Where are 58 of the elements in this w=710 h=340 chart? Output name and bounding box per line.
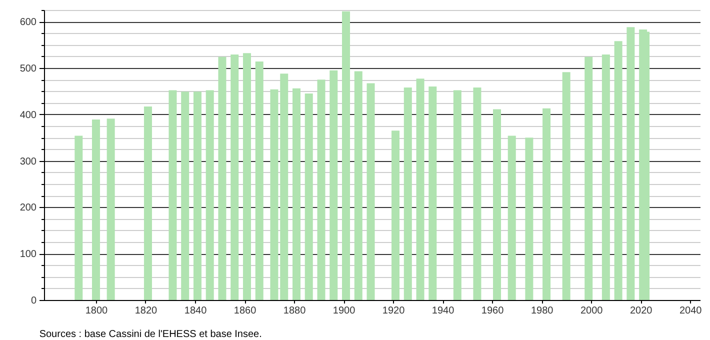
bar — [106, 118, 115, 300]
bar — [602, 54, 610, 300]
x-tick-label: 1920 — [382, 306, 406, 316]
bar — [230, 54, 239, 300]
y-tick-label: 400 — [20, 110, 37, 121]
y-tick-label: 300 — [20, 156, 37, 168]
bar — [366, 83, 375, 300]
x-tick-label: 1820 — [134, 306, 158, 316]
bar — [206, 90, 214, 300]
bar — [255, 62, 264, 300]
bar — [508, 136, 516, 300]
x-tick-label: 2000 — [580, 306, 604, 316]
x-tick-label: 2040 — [679, 306, 702, 316]
bar — [542, 108, 551, 300]
bar — [342, 11, 350, 300]
y-tick-label: 100 — [20, 249, 37, 260]
bar — [584, 56, 593, 300]
x-tick-label: 1940 — [432, 306, 455, 316]
bar — [304, 94, 313, 300]
y-tick-label: 0 — [30, 296, 37, 306]
bar — [416, 78, 424, 300]
bar — [292, 88, 300, 300]
y-tick-label: 600 — [20, 17, 37, 28]
bar — [626, 27, 635, 300]
bar — [218, 56, 226, 300]
bar — [562, 72, 570, 300]
x-tick-label: 1880 — [283, 306, 306, 316]
x-tick-label: 1800 — [85, 306, 108, 316]
bar — [242, 53, 251, 300]
bar — [473, 87, 482, 300]
bar — [392, 130, 400, 300]
bar — [330, 70, 338, 300]
x-tick-label: 1960 — [481, 306, 504, 316]
bar — [428, 86, 437, 300]
bar — [181, 92, 190, 300]
bar — [639, 29, 648, 300]
x-tick-label: 1900 — [332, 306, 356, 316]
bar — [354, 71, 362, 300]
bar — [74, 136, 83, 300]
bar — [92, 120, 100, 300]
bar — [144, 106, 152, 300]
bar — [317, 80, 326, 300]
source-note: Sources : base Cassini de l'EHESS et base Insee. — [39, 329, 262, 340]
bar — [525, 138, 534, 300]
bar — [493, 109, 502, 300]
bar — [270, 89, 278, 300]
bar — [614, 41, 622, 300]
bar — [453, 90, 462, 300]
x-tick-label: 1840 — [184, 306, 208, 316]
x-tick-label: 1860 — [234, 306, 257, 316]
x-tick-label: 1980 — [530, 306, 554, 316]
bar — [168, 90, 177, 300]
y-tick-label: 500 — [20, 64, 37, 74]
y-tick-label: 200 — [20, 202, 37, 214]
bar — [193, 92, 202, 300]
bar — [280, 74, 288, 300]
bar — [404, 87, 412, 300]
x-tick-label: 2020 — [630, 306, 653, 316]
